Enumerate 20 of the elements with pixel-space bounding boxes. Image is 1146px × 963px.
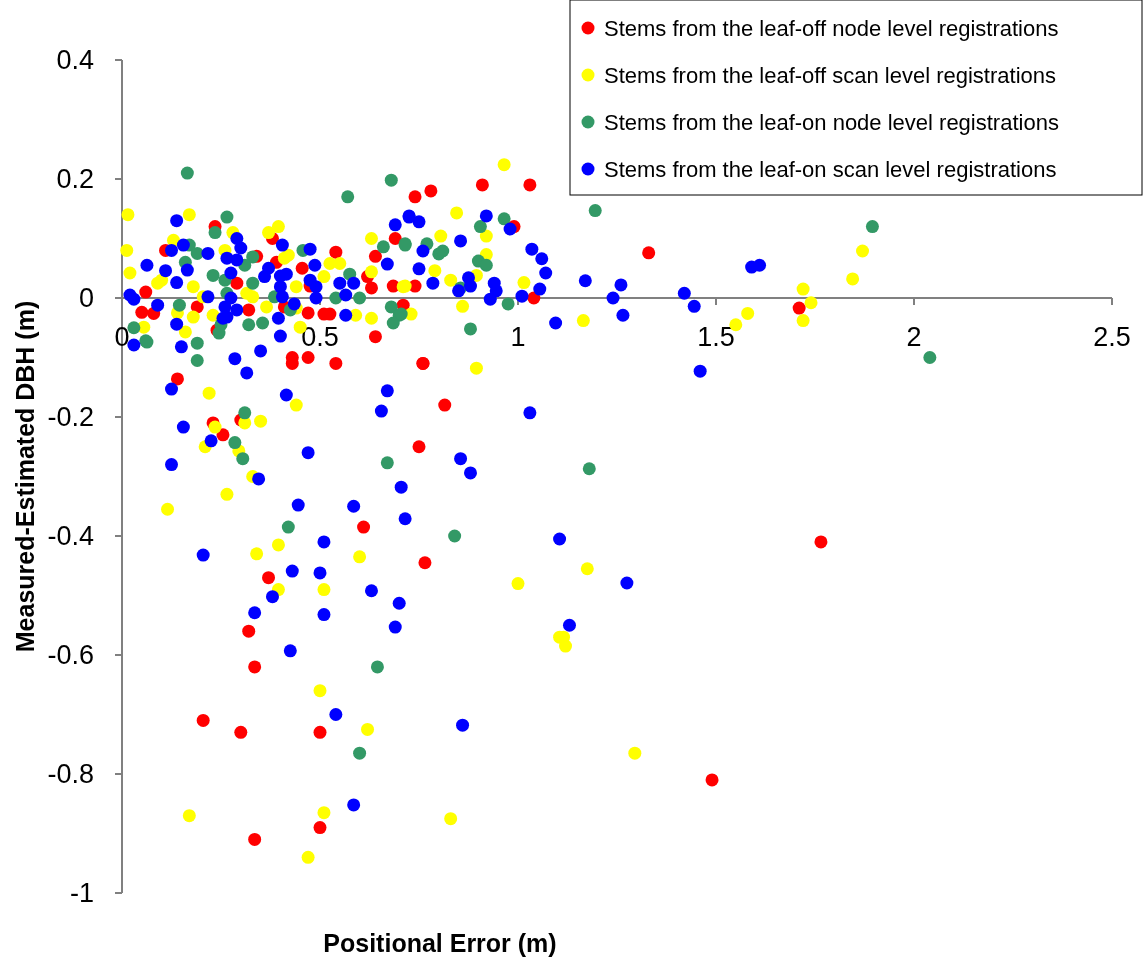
x-axis-title: Positional Error (m) xyxy=(323,929,557,957)
y-tick-label: -1 xyxy=(69,878,94,909)
y-tick-label: -0.2 xyxy=(47,402,94,433)
y-tick-label: 0.2 xyxy=(56,164,94,195)
y-tick-label: 0 xyxy=(78,283,94,314)
legend-label: Stems from the leaf-off scan level registrations xyxy=(604,62,1057,88)
legend-label: Stems from the leaf-on node level registrations xyxy=(604,109,1059,135)
x-tick-label: 2 xyxy=(906,322,922,352)
y-tick-label: 0.4 xyxy=(56,45,94,76)
y-tick-label: -0.8 xyxy=(47,759,94,790)
x-tick-label: 1.5 xyxy=(697,322,735,352)
y-axis-title: Measured-Estimated DBH (m) xyxy=(11,300,39,653)
x-tick-label: 1 xyxy=(510,322,526,352)
legend-label: Stems from the leaf-on scan level registrations xyxy=(604,156,1057,182)
x-tick-label: 0.5 xyxy=(301,322,339,352)
x-tick-label: 0 xyxy=(114,322,130,352)
x-tick-label: 2.5 xyxy=(1093,322,1131,352)
legend-label: Stems from the leaf-off node level registrations xyxy=(604,15,1059,41)
y-tick-label: -0.4 xyxy=(47,521,94,552)
y-tick-label: -0.6 xyxy=(47,640,94,671)
